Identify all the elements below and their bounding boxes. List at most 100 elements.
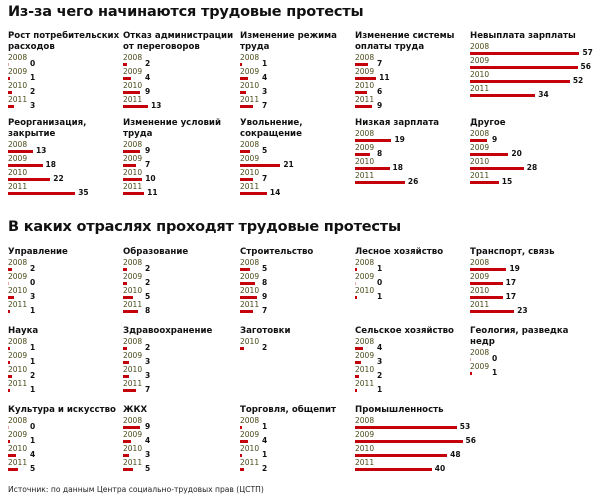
bar bbox=[240, 440, 248, 443]
year-label: 2008 bbox=[123, 140, 143, 149]
year-label: 2009 bbox=[123, 430, 143, 439]
year-label: 2008 bbox=[8, 53, 28, 62]
bar-entry: 2008 19 bbox=[355, 130, 467, 144]
value-label: 3 bbox=[30, 292, 36, 301]
bar-entry: 2009 1 bbox=[8, 352, 120, 366]
bar-entry: 2008 13 bbox=[8, 141, 120, 155]
value-label: 3 bbox=[145, 357, 151, 366]
value-label: 14 bbox=[269, 188, 281, 197]
value-label: 1 bbox=[262, 59, 268, 68]
bar bbox=[470, 167, 524, 170]
bar bbox=[240, 468, 244, 471]
year-label: 2009 bbox=[355, 430, 375, 439]
year-label: 2008 bbox=[355, 416, 375, 425]
value-label: 4 bbox=[262, 73, 268, 82]
bar bbox=[355, 153, 371, 156]
value-label: 0 bbox=[30, 422, 36, 431]
bar-entry: 2009 0 bbox=[8, 273, 120, 287]
bar-entry: 2009 1 bbox=[8, 68, 120, 82]
bar bbox=[8, 63, 9, 66]
bar-entry: 2009 1 bbox=[8, 431, 120, 445]
bar-entry: 2010 2 bbox=[8, 366, 120, 380]
year-label: 2010 bbox=[355, 157, 375, 166]
bar bbox=[240, 268, 250, 271]
value-label: 40 bbox=[434, 464, 446, 473]
bar bbox=[470, 94, 536, 97]
year-label: 2008 bbox=[8, 258, 28, 267]
value-label: 2 bbox=[262, 343, 268, 352]
year-label: 2009 bbox=[8, 67, 28, 76]
year-label: 2010 bbox=[123, 286, 143, 295]
bar-entry: 2008 9 bbox=[470, 130, 582, 144]
value-label: 0 bbox=[30, 59, 36, 68]
value-label: 8 bbox=[262, 278, 268, 287]
value-label: 57 bbox=[582, 48, 593, 57]
year-label: 2009 bbox=[355, 67, 375, 76]
year-label: 2009 bbox=[240, 430, 260, 439]
bar bbox=[470, 372, 472, 375]
year-label: 2009 bbox=[8, 351, 28, 360]
bar bbox=[123, 426, 141, 429]
value-label: 56 bbox=[580, 62, 591, 71]
bar-entry: 2010 3 bbox=[240, 82, 352, 96]
bar-entry: 2010 10 bbox=[123, 169, 235, 183]
bar bbox=[355, 167, 390, 170]
value-label: 2 bbox=[145, 343, 151, 352]
value-label: 3 bbox=[262, 87, 268, 96]
group-title: Невыплата зарплаты bbox=[470, 31, 576, 41]
bar bbox=[8, 192, 76, 195]
bar-entry: 2009 4 bbox=[240, 431, 352, 445]
bar-entry: 2008 1 bbox=[240, 417, 352, 431]
bar-entry: 2008 4 bbox=[355, 338, 467, 352]
bar bbox=[123, 63, 127, 66]
year-label: 2009 bbox=[8, 272, 28, 281]
bar-entry: 2008 1 bbox=[240, 54, 352, 68]
bar bbox=[123, 454, 129, 457]
year-label: 2009 bbox=[355, 272, 375, 281]
bar-entry: 2009 8 bbox=[240, 273, 352, 287]
group-title: Изменение системы оплаты труда bbox=[355, 31, 455, 52]
value-label: 4 bbox=[145, 73, 151, 82]
bar bbox=[355, 268, 357, 271]
bar-entry: 2008 53 bbox=[355, 416, 470, 431]
bar-entry: 2008 0 bbox=[470, 349, 582, 363]
value-label: 1 bbox=[377, 292, 383, 301]
year-label: 2009 bbox=[470, 272, 490, 281]
section-title: Из-за чего начинаются трудовые протесты bbox=[8, 4, 364, 20]
year-label: 2011 bbox=[123, 458, 143, 467]
value-label: 1 bbox=[30, 343, 36, 352]
bar-entry: 2009 56 bbox=[470, 57, 591, 71]
bar-entry: 2009 4 bbox=[240, 68, 352, 82]
year-label: 2010 bbox=[123, 81, 143, 90]
bar-entry: 2011 7 bbox=[123, 380, 235, 394]
value-label: 2 bbox=[145, 59, 151, 68]
year-label: 2011 bbox=[8, 458, 28, 467]
value-label: 21 bbox=[283, 160, 294, 169]
bar bbox=[123, 192, 145, 195]
bar-entry: 2008 7 bbox=[355, 54, 467, 68]
bar bbox=[470, 310, 515, 313]
bar bbox=[240, 91, 246, 94]
year-label: 2008 bbox=[355, 258, 375, 267]
year-label: 2011 bbox=[240, 300, 260, 309]
source-note: Источник: по данным Центра социально-тру… bbox=[8, 485, 264, 494]
year-label: 2009 bbox=[123, 154, 143, 163]
bar-entry: 2010 2 bbox=[8, 82, 120, 96]
value-label: 22 bbox=[53, 174, 64, 183]
chart-group: Строительство 2008 5 2009 8 2010 9 2011 7 bbox=[240, 247, 352, 315]
year-label: 2011 bbox=[240, 182, 260, 191]
chart-group: Культура и искусство 2008 0 2009 1 2010 4 2011 5 bbox=[8, 405, 120, 473]
bar bbox=[8, 91, 12, 94]
chart-group: Заготовки 2010 2 bbox=[240, 326, 352, 352]
bar-entry: 2011 3 bbox=[8, 96, 120, 110]
value-label: 23 bbox=[517, 306, 528, 315]
group-title: Управление bbox=[8, 247, 68, 257]
group-title: Наука bbox=[8, 326, 39, 336]
bar-entry: 2011 7 bbox=[240, 301, 352, 315]
bar-entry: 2009 17 bbox=[470, 273, 582, 287]
value-label: 48 bbox=[450, 450, 461, 459]
bar bbox=[123, 468, 133, 471]
chart-group: Рост потребительских расходов 2008 0 2009 1 2… bbox=[8, 31, 120, 110]
year-label: 2008 bbox=[240, 140, 260, 149]
bar bbox=[240, 63, 242, 66]
